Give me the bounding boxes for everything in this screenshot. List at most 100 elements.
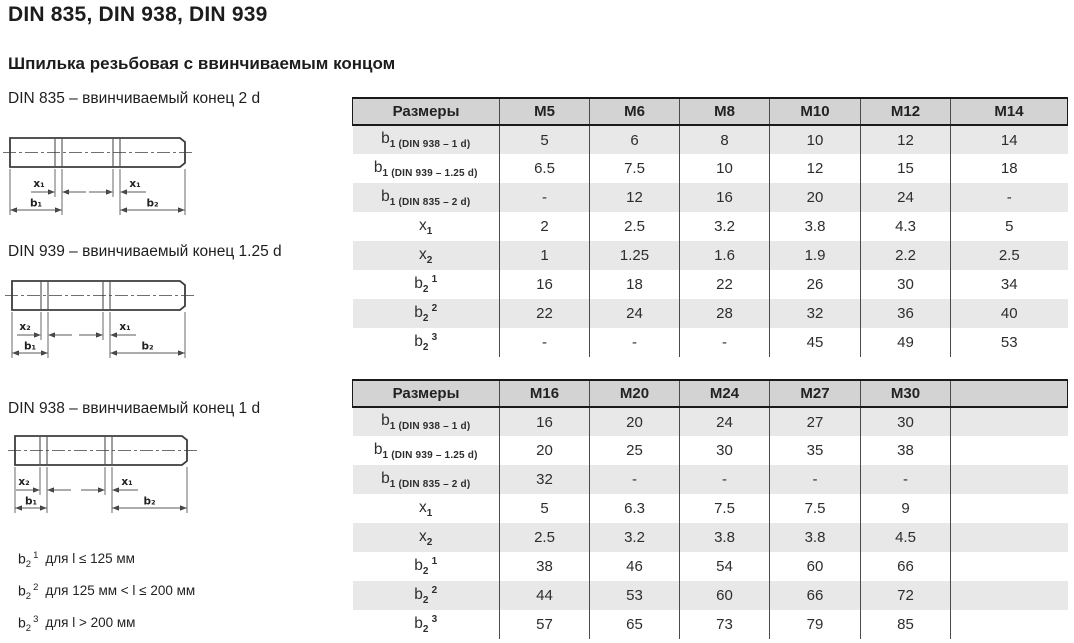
value-cell: 3.8 <box>769 523 861 552</box>
dim-label-b2: b₂ <box>143 496 156 508</box>
table-row: b22 44 53 60 66 72 <box>352 581 1068 610</box>
value-cell: 65 <box>589 610 680 639</box>
value-cell: 6.3 <box>589 494 680 523</box>
value-cell <box>950 465 1068 494</box>
header-size-empty <box>950 379 1068 408</box>
row-label: b1 (DIN 835 – 2 d) <box>352 183 500 212</box>
value-cell: 22 <box>499 299 590 328</box>
row-label: b22 <box>352 581 500 610</box>
table-row: b23- - -45 49 53 <box>352 328 1068 357</box>
value-cell: 5 <box>950 212 1068 241</box>
table-row: b23 57 65 73 79 85 <box>352 610 1068 639</box>
row-label: b23 <box>352 610 500 639</box>
value-cell: - <box>860 465 951 494</box>
footnotes: b21 для l ≤ 125 мм b22 для 125 мм < l ≤ 20… <box>18 550 195 643</box>
value-cell: 2.5 <box>589 212 680 241</box>
value-cell: 3.2 <box>679 212 770 241</box>
value-cell: 26 <box>769 270 861 299</box>
value-cell: 20 <box>499 436 590 465</box>
dim-label-b2: b₂ <box>141 341 154 353</box>
value-cell: 16 <box>499 270 590 299</box>
diagram-label-din938: DIN 938 – ввинчиваемый конец 1 d <box>8 400 261 417</box>
page-subtitle: Шпилька резьбовая с ввинчиваемым концом <box>8 54 396 73</box>
dim-label-x-left: x₁ <box>33 178 45 190</box>
value-cell: 12 <box>860 125 951 154</box>
value-cell: 4.3 <box>860 212 951 241</box>
value-cell: - <box>769 465 861 494</box>
table-row: b1 (DIN 938 – 1 d) 5 6 8 10 12 14 <box>352 125 1068 154</box>
value-cell: 16 <box>499 407 590 436</box>
dim-label-x-left: x₂ <box>19 321 31 333</box>
dim-label-x-right: x₁ <box>129 178 141 190</box>
value-cell: 1.9 <box>769 241 861 270</box>
value-cell: 30 <box>860 270 951 299</box>
row-label: b1 (DIN 939 – 1.25 d) <box>352 436 500 465</box>
stud-drawing-din938: x₂ x₁ b₁ b₂ <box>8 435 197 513</box>
value-cell: 4.5 <box>860 523 951 552</box>
table-row: b22 22 24 28 32 36 40 <box>352 299 1068 328</box>
value-cell: 35 <box>769 436 861 465</box>
header-size-M16: M16 <box>499 379 590 408</box>
row-label: x1 <box>352 212 500 241</box>
row-label: b1 (DIN 835 – 2 d) <box>352 465 500 494</box>
value-cell: 24 <box>589 299 680 328</box>
value-cell: 5 <box>499 494 590 523</box>
value-cell: 54 <box>679 552 770 581</box>
dim-label-b1: b₁ <box>25 496 38 508</box>
dim-label-b1: b₁ <box>24 341 37 353</box>
value-cell: 7.5 <box>589 154 680 183</box>
stud-drawing-din939: x₂ x₁ b₁ b₂ <box>5 280 195 358</box>
header-size-M27: M27 <box>769 379 861 408</box>
header-sizes: Размеры <box>352 97 500 126</box>
value-cell <box>950 407 1068 436</box>
dim-label-x-right: x₁ <box>121 476 133 488</box>
header-size-M20: M20 <box>589 379 680 408</box>
value-cell: 24 <box>860 183 951 212</box>
value-cell <box>950 610 1068 639</box>
value-cell: 32 <box>769 299 861 328</box>
value-cell <box>950 523 1068 552</box>
drawing-shape <box>14 435 188 466</box>
table-row: b21 16 18 22 26 30 34 <box>352 270 1068 299</box>
diagram-label-din939: DIN 939 – ввинчиваемый конец 1.25 d <box>8 243 282 260</box>
header-size-M8: M8 <box>679 97 770 126</box>
value-cell: - <box>950 183 1068 212</box>
dimensions-table-m5-m14: Размеры M5 M6 M8 M10 M12 M14 b1 (DIN 938 – 1 d)… <box>352 97 1068 357</box>
value-cell: 10 <box>679 154 770 183</box>
header-size-M6: M6 <box>589 97 680 126</box>
drawing-shape <box>9 137 186 168</box>
value-cell: 1.6 <box>679 241 770 270</box>
value-cell: 49 <box>860 328 951 357</box>
table-row: b1 (DIN 939 – 1.25 d) 6.5 7.5 10 12 15 18 <box>352 154 1068 183</box>
row-label: b23 <box>352 328 500 357</box>
value-cell: 9 <box>860 494 951 523</box>
value-cell: 20 <box>589 407 680 436</box>
footnote-b2-2: b22 для 125 мм < l ≤ 200 мм <box>18 582 196 602</box>
value-cell: 60 <box>769 552 861 581</box>
value-cell: 1 <box>499 241 590 270</box>
value-cell: 20 <box>769 183 861 212</box>
value-cell: - <box>679 465 770 494</box>
value-cell: 18 <box>950 154 1068 183</box>
footnote-b2-1: b21 для l ≤ 125 мм <box>18 550 135 570</box>
value-cell: 66 <box>769 581 861 610</box>
value-cell: 1.25 <box>589 241 680 270</box>
table-row: x1 2 2.5 3.2 3.8 4.3 5 <box>352 212 1068 241</box>
value-cell: 10 <box>769 125 861 154</box>
dim-label-b2: b₂ <box>146 198 159 210</box>
table-row: x2 1 1.25 1.6 1.9 2.2 2.5 <box>352 241 1068 270</box>
value-cell <box>950 436 1068 465</box>
value-cell: 73 <box>679 610 770 639</box>
value-cell: 6.5 <box>499 154 590 183</box>
value-cell: - <box>499 328 590 357</box>
header-size-M30: M30 <box>860 379 951 408</box>
header-size-M24: M24 <box>679 379 770 408</box>
value-cell: 16 <box>679 183 770 212</box>
value-cell: 53 <box>950 328 1068 357</box>
value-cell: 36 <box>860 299 951 328</box>
value-cell: 27 <box>769 407 861 436</box>
value-cell: 7.5 <box>679 494 770 523</box>
value-cell: 12 <box>769 154 861 183</box>
value-cell: 45 <box>769 328 861 357</box>
